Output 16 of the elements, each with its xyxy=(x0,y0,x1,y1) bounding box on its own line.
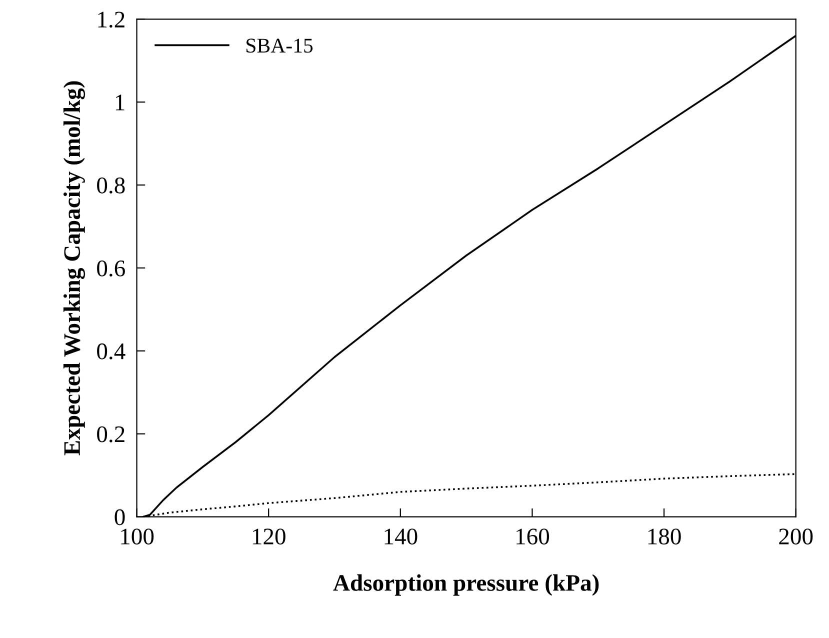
x-tick-label: 100 xyxy=(121,528,154,545)
legend-label: SBA-15 xyxy=(246,38,313,53)
y-tick-label: 0.2 xyxy=(97,426,124,442)
y-tick-label: 0.4 xyxy=(97,343,126,360)
y-tick-label: 0 xyxy=(114,509,125,526)
x-tick-label: 120 xyxy=(252,528,286,545)
x-tick-label: 200 xyxy=(779,528,813,545)
x-tick-label: 180 xyxy=(648,528,681,545)
y-tick-label: 1.2 xyxy=(98,12,124,28)
y-tick-label: 0.6 xyxy=(97,260,125,276)
x-tick-label: 160 xyxy=(516,528,550,545)
y-tick-label: 0.8 xyxy=(97,178,125,194)
x-tick-label: 140 xyxy=(384,528,418,545)
y-tick-label: 1 xyxy=(116,94,124,110)
y-axis-title: Expected Working Capacity (mol/kg) xyxy=(63,81,86,456)
x-axis-title: Adsorption pressure (kPa) xyxy=(333,574,599,596)
